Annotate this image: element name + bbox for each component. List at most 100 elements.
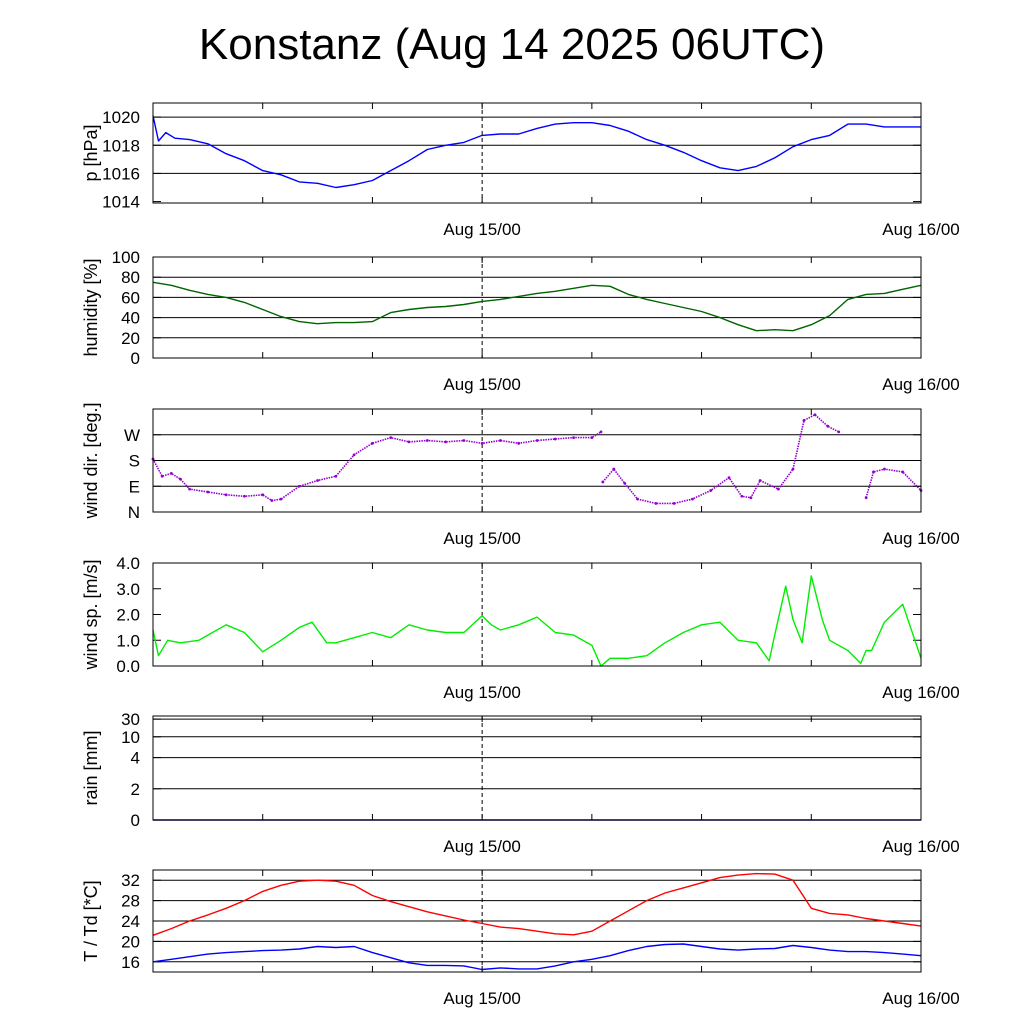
plot-frame <box>152 715 922 821</box>
wind_dir-point <box>517 441 521 445</box>
wind_dir-point <box>279 497 283 501</box>
wind_dir-point <box>872 470 875 474</box>
wind_dir-point <box>462 439 466 442</box>
wind_dir-point <box>691 497 694 501</box>
y-tick-label: W <box>124 426 140 445</box>
plot-frame <box>152 869 922 973</box>
wind_dir-point <box>672 502 676 505</box>
y-tick-label: 60 <box>121 288 140 307</box>
humidity-series <box>152 281 922 332</box>
y-tick-label: 4.0 <box>116 554 140 573</box>
wind_dir-point <box>316 479 319 482</box>
wind_dir-point <box>749 496 753 500</box>
x-tick-label: Aug 16/00 <box>882 529 960 548</box>
x-tick-label: Aug 15/00 <box>443 683 521 702</box>
wind_dir-point <box>776 487 780 491</box>
y-tick-label: S <box>129 452 140 471</box>
wind_dir-point <box>623 481 627 485</box>
wind_dir-point <box>444 440 447 444</box>
y-tick-label: 80 <box>121 268 140 287</box>
y-tick-label: 0.0 <box>116 657 140 676</box>
y-tick-label: 28 <box>121 892 140 911</box>
wind_dir-point <box>791 467 795 471</box>
y-tick-label: 32 <box>121 871 140 890</box>
x-tick-label: Aug 15/00 <box>443 375 521 394</box>
wind_dir-point <box>636 497 639 501</box>
wind_dir-series <box>152 431 602 502</box>
y-tick-label: 40 <box>121 309 140 328</box>
y-axis-label: wind sp. [m/s] <box>81 559 101 670</box>
chart-title: Konstanz (Aug 14 2025 06UTC) <box>198 20 826 69</box>
plot-frame <box>152 562 922 667</box>
wind_dir-point <box>837 430 841 434</box>
y-axis-label: humidity [%] <box>81 258 101 356</box>
wind_dir-point <box>590 436 594 440</box>
wind_dir-series <box>602 413 840 505</box>
wind_dir-point <box>535 439 539 442</box>
wind_dir-point <box>727 476 731 480</box>
y-tick-label: 1014 <box>102 193 140 212</box>
wind_dir-point <box>160 474 164 478</box>
wind_dir-point <box>883 467 886 471</box>
wind_dir-point <box>654 502 658 505</box>
wind_dir-point <box>572 436 575 440</box>
wind_dir-point <box>826 424 830 428</box>
wind_dir-point <box>480 441 484 445</box>
wind_dir-point <box>270 499 274 502</box>
wind_dir-point <box>813 413 817 417</box>
wind_dir-point <box>599 430 603 434</box>
wind_dir-point <box>612 467 616 471</box>
temperature-series-t <box>152 872 922 936</box>
wind_dir-point <box>179 477 182 481</box>
temperature-series-td <box>152 943 922 971</box>
y-tick-label: 16 <box>121 953 140 972</box>
wind_dir-point <box>864 496 868 500</box>
y-tick-label: 10 <box>121 728 140 747</box>
x-tick-label: Aug 15/00 <box>443 529 521 548</box>
y-tick-label: 1018 <box>102 136 140 155</box>
wind_dir-point <box>297 484 301 488</box>
x-tick-label: Aug 16/00 <box>882 220 960 239</box>
wind_dir-point <box>553 437 557 441</box>
y-tick-label: 2 <box>131 780 140 799</box>
x-tick-label: Aug 16/00 <box>882 837 960 856</box>
y-tick-label: 20 <box>121 329 140 348</box>
wind_dir-point <box>709 489 713 492</box>
wind_dir-point <box>371 441 374 445</box>
wind_dir-point <box>389 436 393 440</box>
y-tick-label: 3.0 <box>116 580 140 599</box>
wind_dir-point <box>499 439 502 442</box>
wind_dir-point <box>601 480 605 484</box>
plot-frame <box>152 102 922 204</box>
x-tick-label: Aug 16/00 <box>882 683 960 702</box>
y-axis-label: rain [mm] <box>81 730 101 805</box>
pressure-series <box>152 115 921 189</box>
y-tick-label: 1016 <box>102 164 140 183</box>
wind_dir-point <box>334 474 338 478</box>
x-tick-label: Aug 16/00 <box>882 375 960 394</box>
y-tick-label: 0 <box>131 811 140 830</box>
wind_speed-series <box>152 575 922 667</box>
y-tick-label: N <box>128 503 140 522</box>
y-tick-label: 100 <box>112 248 140 267</box>
wind_dir-point <box>901 470 905 474</box>
x-tick-label: Aug 15/00 <box>443 989 521 1008</box>
y-axis-label: p [hPa] <box>81 124 101 181</box>
wind_dir-point <box>261 493 265 497</box>
wind_dir-series <box>865 468 922 498</box>
wind_dir-point <box>243 494 246 498</box>
wind_dir-point <box>206 490 210 494</box>
wind_dir-point <box>352 453 356 457</box>
wind_speed-panel: 0.0 1.0 2.0 3.0 4.0 wind sp. [m/s] Aug 15/00 Au… <box>81 554 960 702</box>
y-tick-label: 30 <box>121 710 140 729</box>
wind_dir-point <box>425 439 429 442</box>
wind_dir-point <box>224 493 228 497</box>
wind_dir-point <box>802 419 806 422</box>
y-tick-label: 2.0 <box>116 606 140 625</box>
